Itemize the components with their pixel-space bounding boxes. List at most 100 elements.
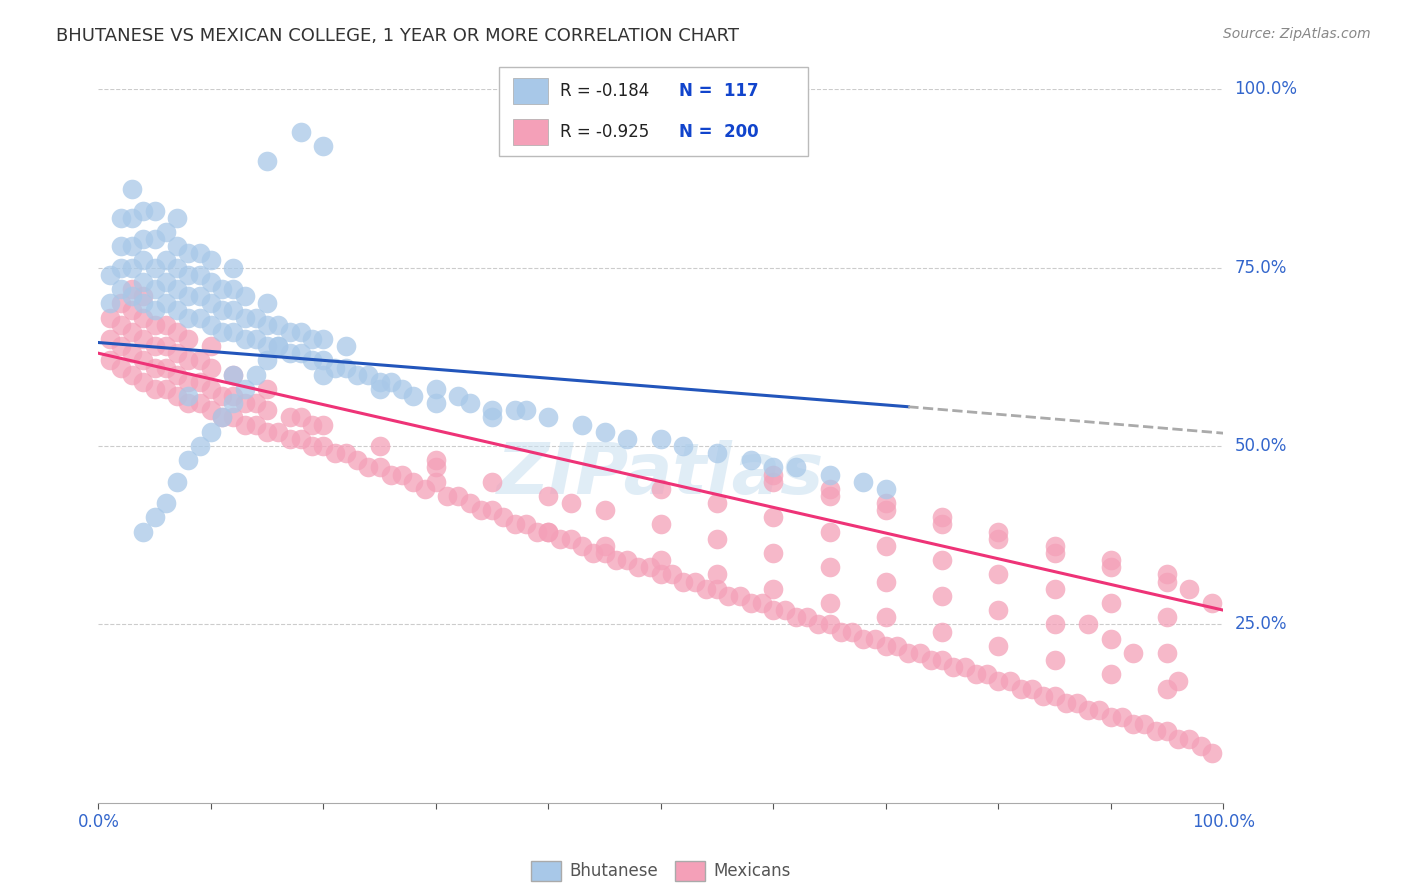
Point xyxy=(1032,689,1054,703)
Point xyxy=(200,318,222,332)
Point xyxy=(290,325,312,339)
Point xyxy=(706,582,728,596)
Point xyxy=(335,360,357,375)
Point xyxy=(357,368,380,382)
Point xyxy=(290,432,312,446)
Point xyxy=(155,275,177,289)
Point xyxy=(740,453,762,467)
Point xyxy=(593,503,616,517)
Point xyxy=(110,211,132,225)
Point xyxy=(177,375,200,389)
Point xyxy=(380,375,402,389)
Point xyxy=(762,510,785,524)
Point xyxy=(143,318,166,332)
Point xyxy=(380,467,402,482)
Point xyxy=(155,339,177,353)
Point xyxy=(931,653,953,667)
Point xyxy=(278,410,301,425)
Point xyxy=(98,310,121,325)
Point xyxy=(267,339,290,353)
Point xyxy=(132,296,155,310)
Point xyxy=(233,289,256,303)
Point xyxy=(1099,560,1122,574)
Point xyxy=(762,475,785,489)
Point xyxy=(548,532,571,546)
Point xyxy=(987,532,1010,546)
Point xyxy=(1178,582,1201,596)
Point xyxy=(121,239,143,253)
Point xyxy=(931,517,953,532)
Point xyxy=(1156,610,1178,624)
Point xyxy=(245,417,267,432)
Point xyxy=(785,610,807,624)
Point xyxy=(1043,617,1066,632)
Point xyxy=(425,453,447,467)
Point xyxy=(650,482,672,496)
Point xyxy=(121,368,143,382)
Point xyxy=(312,332,335,346)
Text: 50.0%: 50.0% xyxy=(1234,437,1286,455)
Point xyxy=(211,303,233,318)
Point xyxy=(166,260,188,275)
Point xyxy=(1133,717,1156,731)
Point xyxy=(425,382,447,396)
Point xyxy=(717,589,740,603)
Point xyxy=(188,246,211,260)
Point xyxy=(132,253,155,268)
Point xyxy=(166,475,188,489)
Point xyxy=(245,368,267,382)
Point xyxy=(875,496,897,510)
Point xyxy=(143,510,166,524)
Point xyxy=(301,439,323,453)
Point xyxy=(368,375,391,389)
Point xyxy=(222,410,245,425)
Point xyxy=(188,439,211,453)
Point xyxy=(987,567,1010,582)
Point xyxy=(526,524,548,539)
Point xyxy=(188,353,211,368)
Point xyxy=(987,603,1010,617)
Point xyxy=(233,332,256,346)
Point xyxy=(695,582,717,596)
Point xyxy=(222,368,245,382)
Point xyxy=(188,375,211,389)
Point xyxy=(110,282,132,296)
Point xyxy=(132,332,155,346)
Point xyxy=(222,396,245,410)
Point xyxy=(121,346,143,360)
Point xyxy=(143,339,166,353)
Point xyxy=(931,589,953,603)
Point xyxy=(278,346,301,360)
Point xyxy=(908,646,931,660)
Point xyxy=(233,310,256,325)
Point xyxy=(571,417,593,432)
Point xyxy=(751,596,773,610)
Point xyxy=(200,360,222,375)
Point xyxy=(413,482,436,496)
Point xyxy=(323,446,346,460)
Point xyxy=(920,653,942,667)
Point xyxy=(155,318,177,332)
Point xyxy=(143,303,166,318)
Point xyxy=(132,289,155,303)
Point xyxy=(886,639,908,653)
Point xyxy=(200,403,222,417)
Point xyxy=(155,253,177,268)
Point xyxy=(818,524,841,539)
Point xyxy=(98,296,121,310)
Point xyxy=(166,389,188,403)
Point xyxy=(391,467,413,482)
Point xyxy=(143,382,166,396)
Point xyxy=(222,260,245,275)
Point xyxy=(470,503,492,517)
Point xyxy=(1043,582,1066,596)
Point xyxy=(132,203,155,218)
Point xyxy=(1043,689,1066,703)
Point xyxy=(177,389,200,403)
Point xyxy=(301,417,323,432)
Point xyxy=(110,239,132,253)
Point xyxy=(256,403,278,417)
Point xyxy=(256,153,278,168)
Point xyxy=(132,275,155,289)
Point xyxy=(706,532,728,546)
